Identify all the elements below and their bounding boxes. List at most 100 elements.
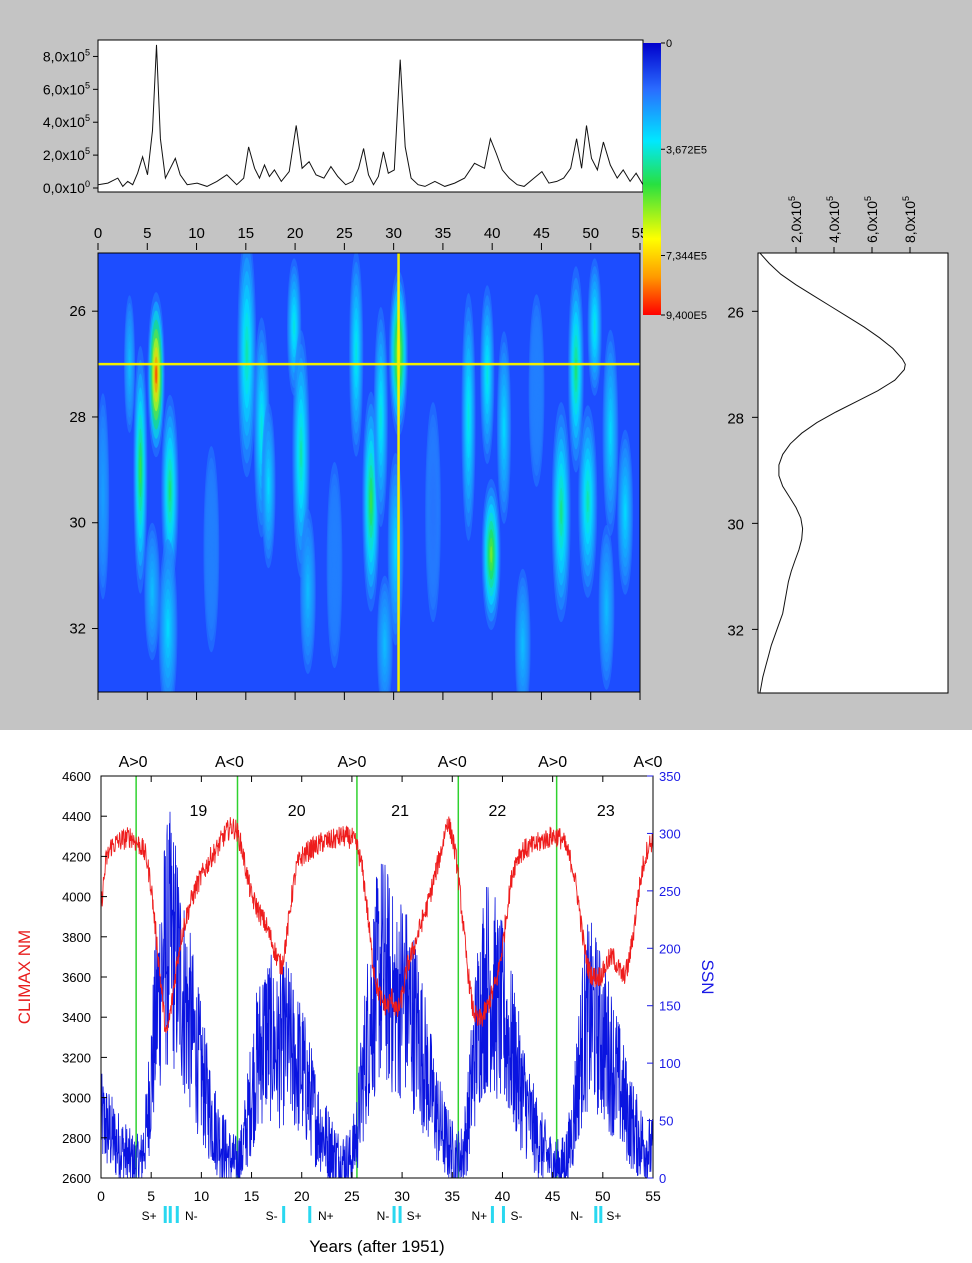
top-marginal-plot: 0,0x100 2,0x105 4,0x105 6,0x105 8,0x105 bbox=[43, 39, 644, 196]
heatmap-blob bbox=[551, 402, 571, 623]
bottom-x-tick-label: 0 bbox=[97, 1188, 105, 1204]
field-reversal-label: S- bbox=[511, 1209, 523, 1223]
heatmap-x-tick-label: 50 bbox=[582, 225, 599, 242]
right-y-tick-label: 32 bbox=[727, 622, 744, 639]
colorbar-tick-label: 9,400E5 bbox=[666, 310, 707, 322]
bottom-right-y-tick-label: 250 bbox=[659, 884, 681, 899]
bottom-x-tick-label: 20 bbox=[294, 1188, 310, 1204]
heatmap-blob bbox=[514, 568, 531, 692]
bottom-right-y-tick-label: 200 bbox=[659, 941, 681, 956]
field-reversal-mark bbox=[490, 1206, 494, 1223]
colorbar: 0 3,672E5 7,344E5 9,400E5 bbox=[643, 38, 707, 322]
heatmap-blob bbox=[326, 461, 343, 669]
bottom-right-axis-label: SSN bbox=[698, 960, 717, 995]
field-reversal-mark bbox=[594, 1206, 598, 1223]
polarity-label: A>0 bbox=[119, 754, 148, 771]
bottom-y-tick-label: 3800 bbox=[62, 930, 91, 945]
heatmap-x-tick-label: 30 bbox=[385, 225, 402, 242]
bottom-y-tick-label: 3600 bbox=[62, 970, 91, 985]
heatmap-plot: 26 28 30 32 bbox=[69, 252, 641, 700]
right-marginal-line bbox=[759, 252, 906, 694]
bottom-right-y-tick-label: 150 bbox=[659, 999, 681, 1014]
bottom-right-y-tick-label: 350 bbox=[659, 769, 681, 784]
bottom-x-tick-label: 40 bbox=[495, 1188, 511, 1204]
bottom-y-tick-label: 3400 bbox=[62, 1010, 91, 1025]
right-marginal-frame bbox=[757, 252, 949, 694]
heatmap-blob bbox=[158, 539, 178, 692]
field-reversal-mark bbox=[501, 1206, 505, 1223]
heatmap-x-tick-label: 35 bbox=[435, 225, 452, 242]
heatmap-x-tick-label: 15 bbox=[237, 225, 254, 242]
heatmap-blob bbox=[602, 329, 619, 536]
solar-cycle-label: 19 bbox=[189, 803, 207, 820]
bottom-y-tick-label: 4000 bbox=[62, 890, 91, 905]
top-y-tick-label: 4,0x105 bbox=[43, 113, 90, 130]
bottom-right-y-tick-label: 100 bbox=[659, 1056, 681, 1071]
colorbar-tick-label: 0 bbox=[666, 38, 672, 50]
field-reversal-label: S+ bbox=[606, 1209, 621, 1223]
bottom-left-axis-label: CLIMAX NM bbox=[15, 930, 34, 1024]
field-reversal-label: S- bbox=[266, 1209, 278, 1223]
heatmap-frame bbox=[97, 252, 641, 693]
field-reversal-label: N+ bbox=[472, 1209, 488, 1223]
top-marginal-line bbox=[98, 44, 643, 188]
field-reversal-label: N+ bbox=[318, 1209, 334, 1223]
field-reversal-mark bbox=[168, 1206, 172, 1223]
heatmap-x-tick-label: 40 bbox=[484, 225, 501, 242]
heatmap-blob bbox=[133, 346, 148, 594]
top-marginal-frame bbox=[97, 39, 644, 193]
solar-cycle-label: 20 bbox=[288, 803, 306, 820]
right-y-tick-label: 28 bbox=[727, 410, 744, 427]
polarity-label: A<0 bbox=[634, 754, 663, 771]
bottom-y-tick-label: 4600 bbox=[62, 769, 91, 784]
heatmap-blob bbox=[578, 405, 598, 598]
bottom-y-tick-label: 3200 bbox=[62, 1050, 91, 1065]
heatmap-blob bbox=[481, 478, 501, 631]
heatmap-blob bbox=[98, 393, 110, 600]
heatmap-x-tick-label: 0 bbox=[94, 225, 102, 242]
bottom-x-tick-label: 15 bbox=[244, 1188, 260, 1204]
solar-cycle-label: 22 bbox=[489, 803, 507, 820]
polarity-label: A>0 bbox=[337, 754, 366, 771]
heatmap-blob bbox=[144, 522, 161, 661]
field-reversal-label: S+ bbox=[142, 1209, 157, 1223]
heatmap-blob bbox=[598, 524, 615, 690]
heatmap-blob bbox=[480, 285, 495, 465]
bottom-chart: 0 5 10 15 20 25 30 35 40 45 50 55 26002800300032003… bbox=[15, 754, 717, 1256]
bottom-x-tick-label: 5 bbox=[147, 1188, 155, 1204]
heatmap-y-tick-label: 26 bbox=[69, 303, 86, 320]
right-marginal-plot: 2,0x105 4,0x105 6,0x105 8,0x105 26 28 30 32 bbox=[727, 196, 949, 694]
heatmap-x-tick-label: 5 bbox=[143, 225, 151, 242]
heatmap-blob bbox=[568, 266, 584, 473]
field-reversal-label: N- bbox=[570, 1209, 583, 1223]
field-reversal-label: N- bbox=[377, 1209, 390, 1223]
right-x-tick-label: 2,0x105 bbox=[787, 196, 804, 243]
heatmap-blob bbox=[376, 575, 393, 692]
heatmap-y-tick-label: 32 bbox=[69, 621, 86, 638]
bottom-x-tick-label: 55 bbox=[645, 1188, 661, 1204]
bottom-right-y-tick-label: 0 bbox=[659, 1171, 666, 1186]
field-reversal-mark bbox=[599, 1206, 603, 1223]
heatmap-blob bbox=[528, 294, 545, 487]
heatmap-x-tick-label: 25 bbox=[336, 225, 353, 242]
field-reversal-mark bbox=[392, 1206, 396, 1223]
bottom-y-tick-label: 2600 bbox=[62, 1171, 91, 1186]
bottom-x-tick-label: 50 bbox=[595, 1188, 611, 1204]
polarity-label: A>0 bbox=[538, 754, 567, 771]
bottom-x-tick-label: 35 bbox=[444, 1188, 460, 1204]
field-reversal-label: N- bbox=[185, 1209, 198, 1223]
top-y-tick-label: 2,0x105 bbox=[43, 146, 90, 163]
heatmap-blob bbox=[147, 292, 165, 458]
heatmap-blob bbox=[237, 253, 257, 478]
right-y-tick-label: 26 bbox=[727, 304, 744, 321]
heatmap-blob bbox=[261, 403, 276, 569]
heatmap-x-ticks: 0 5 10 15 20 25 30 35 40 45 50 55 bbox=[94, 225, 648, 250]
heatmap-blob bbox=[287, 258, 302, 396]
ssn-series bbox=[101, 811, 653, 1178]
heatmap-blob bbox=[617, 429, 634, 595]
bottom-x-tick-label: 10 bbox=[194, 1188, 210, 1204]
heatmap-blob bbox=[203, 446, 220, 653]
right-x-tick-label: 6,0x105 bbox=[863, 196, 880, 243]
heatmap-y-tick-label: 28 bbox=[69, 409, 86, 426]
heatmap-blob bbox=[496, 331, 512, 524]
